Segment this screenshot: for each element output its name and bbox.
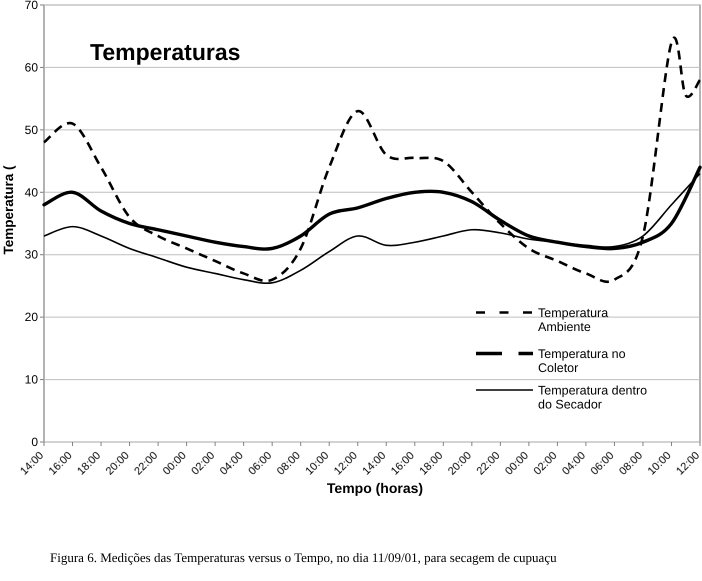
svg-text:60: 60 bbox=[25, 60, 39, 74]
svg-text:20: 20 bbox=[25, 310, 39, 324]
svg-text:Temperaturas: Temperaturas bbox=[90, 39, 240, 65]
svg-text:Ambiente: Ambiente bbox=[538, 320, 591, 334]
svg-text:10: 10 bbox=[25, 373, 39, 387]
svg-text:50: 50 bbox=[25, 123, 39, 137]
svg-text:70: 70 bbox=[25, 0, 39, 12]
svg-text:40: 40 bbox=[25, 185, 39, 199]
svg-text:Temperatura dentro: Temperatura dentro bbox=[538, 384, 647, 398]
svg-text:Temperatura: Temperatura bbox=[538, 306, 608, 320]
svg-text:Tempo (horas): Tempo (horas) bbox=[327, 480, 423, 496]
svg-text:30: 30 bbox=[25, 248, 39, 262]
svg-text:0: 0 bbox=[31, 435, 38, 449]
svg-text:Temperatura (: Temperatura ( bbox=[1, 165, 16, 255]
svg-text:do Secador: do Secador bbox=[538, 398, 602, 412]
svg-text:Coletor: Coletor bbox=[538, 361, 578, 375]
svg-text:Temperatura no: Temperatura no bbox=[538, 347, 626, 361]
